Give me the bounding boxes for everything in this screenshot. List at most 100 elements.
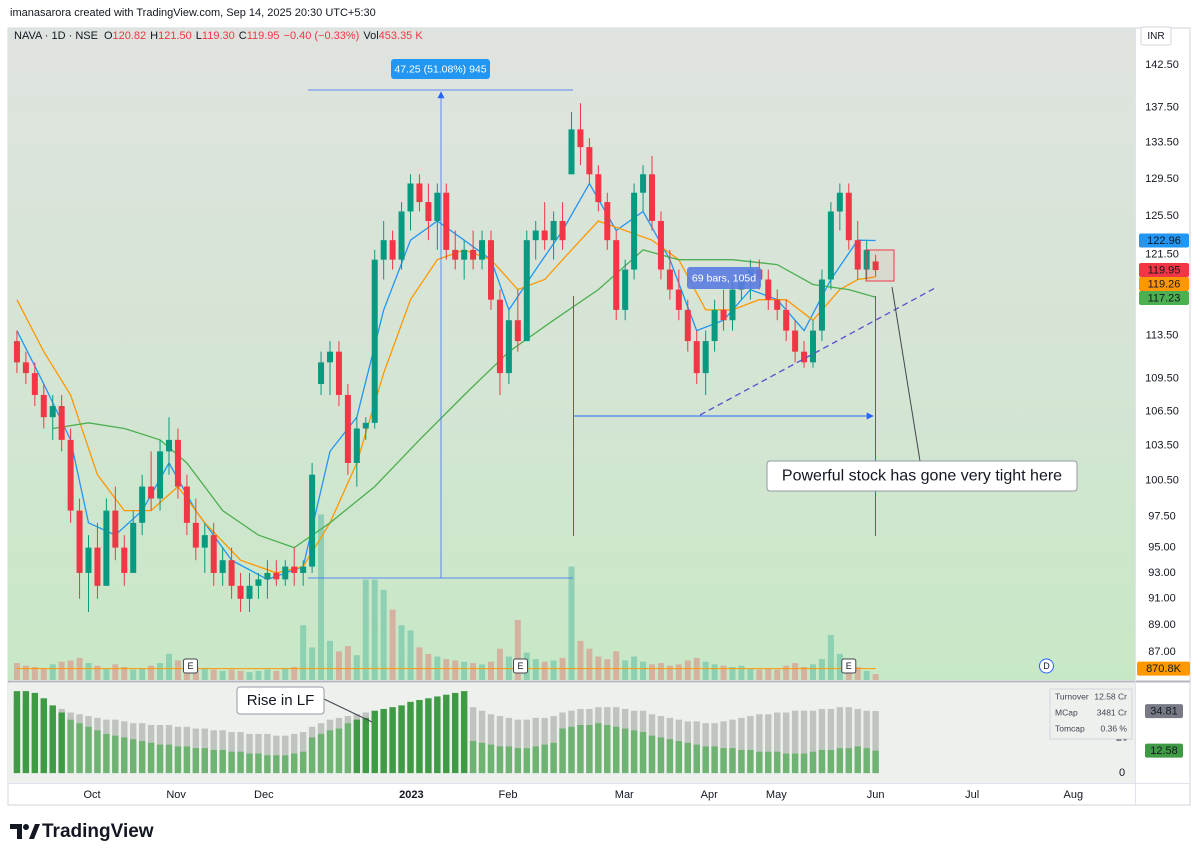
- indicator-bar: [282, 735, 289, 774]
- volume-bar: [255, 670, 262, 680]
- x-tick-label: Jul: [965, 789, 979, 801]
- indicator-bar: [237, 751, 244, 774]
- indicator-layer: [13, 691, 879, 774]
- indicator-bar: [147, 742, 155, 774]
- legend-symbol: NAVA · 1D · NSE: [14, 30, 98, 42]
- indicator-bar: [496, 716, 504, 774]
- volume-bar: [219, 670, 226, 680]
- candle-body: [765, 279, 772, 300]
- volume-bar: [237, 670, 244, 680]
- indicator-bar: [130, 739, 137, 774]
- price-badge: [1139, 233, 1189, 248]
- legend-value: 119.95: [247, 30, 280, 42]
- indicator-bar: [308, 737, 316, 774]
- candle-body: [335, 351, 342, 395]
- status-key: MCap: [1055, 707, 1078, 717]
- legend-value: 121.50: [158, 30, 192, 42]
- event-label: E: [518, 661, 524, 671]
- candle-body: [586, 147, 593, 175]
- y-tick-label: 91.00: [1148, 593, 1176, 605]
- volume-bar: [827, 635, 834, 680]
- currency: INR: [1147, 31, 1164, 42]
- candle-body: [532, 230, 539, 241]
- candle-body: [479, 240, 486, 260]
- volume-bar: [416, 647, 423, 680]
- brand-name: TradingView: [42, 821, 154, 842]
- x-tick-label: Feb: [499, 789, 518, 801]
- volume-bar: [532, 659, 539, 680]
- candle-layer: [13, 103, 879, 612]
- indicator-bar: [872, 750, 879, 774]
- indicator-bar: [165, 744, 173, 774]
- candle-body: [541, 230, 548, 241]
- legend-value: 120.82: [113, 30, 147, 42]
- indicator-bar: [595, 723, 602, 774]
- indicator-bar: [22, 691, 30, 774]
- indicator-bar: [684, 742, 691, 774]
- price-range-tool: 47.25 (51.08%) 945: [308, 59, 573, 579]
- callout-box: [236, 686, 325, 715]
- indicator-bar: [809, 710, 817, 774]
- y-tick-label: 100.50: [1145, 475, 1179, 487]
- volume-bar: [738, 665, 745, 680]
- currency-box: [1140, 26, 1172, 46]
- callout-text: Rise in LF: [247, 692, 315, 709]
- volume-bar: [407, 630, 414, 680]
- y-tick-label: 125.50: [1145, 210, 1179, 222]
- candle-body: [282, 566, 289, 580]
- indicator-bar: [416, 700, 423, 774]
- range-label-box: [687, 267, 761, 289]
- indicator-bar: [282, 755, 289, 774]
- indicator-bar: [782, 712, 790, 774]
- indicator-bar: [586, 724, 593, 774]
- volume-bar: [684, 660, 691, 680]
- callout-box: [766, 460, 1078, 492]
- indicator-bar: [264, 733, 271, 774]
- indicator-bar: [863, 748, 870, 774]
- x-tick-label: May: [766, 789, 787, 801]
- indicator-badge-label: 34.81: [1150, 705, 1178, 717]
- candle-body: [327, 351, 333, 363]
- indicator-bar: [621, 728, 629, 774]
- candle-body: [613, 240, 620, 310]
- event-marker: [841, 658, 857, 674]
- indicator-bar: [532, 717, 539, 774]
- indicator-bar: [514, 719, 522, 774]
- candle-body: [40, 394, 47, 418]
- legend-key: H: [150, 30, 158, 42]
- volume-bar: [613, 651, 620, 680]
- indicator-bar: [380, 708, 387, 774]
- volume-bar: [112, 664, 119, 680]
- candle-body: [640, 174, 647, 193]
- indicator-bar: [872, 711, 879, 774]
- indicator-bar: [800, 753, 808, 774]
- candle-body: [568, 129, 575, 175]
- volume-bar: [130, 669, 137, 680]
- candle-body: [675, 289, 682, 310]
- candle-body: [577, 129, 584, 148]
- indicator-bar: [156, 744, 164, 774]
- volume-bar: [649, 664, 655, 680]
- candle-body: [461, 249, 468, 260]
- indicator-bar: [478, 710, 486, 774]
- trend-line: [699, 286, 938, 416]
- volume-bar: [496, 648, 503, 680]
- range-label-box: [391, 59, 490, 79]
- y-tick-label: 0: [1119, 767, 1125, 779]
- volume-bar: [443, 659, 450, 680]
- indicator-bar: [604, 724, 611, 774]
- candle-body: [237, 585, 244, 599]
- indicator-bar: [94, 730, 101, 774]
- candle-body: [94, 547, 101, 586]
- volume-bar: [398, 625, 405, 680]
- volume-bar: [166, 653, 172, 680]
- candle-body: [362, 422, 369, 429]
- indicator-bar: [103, 733, 110, 774]
- candle-body: [380, 240, 387, 260]
- volume-bar: [586, 648, 593, 680]
- candle-body: [407, 183, 414, 212]
- candle-body: [389, 240, 396, 260]
- candle-body: [470, 249, 477, 260]
- volume-bar: [810, 664, 816, 680]
